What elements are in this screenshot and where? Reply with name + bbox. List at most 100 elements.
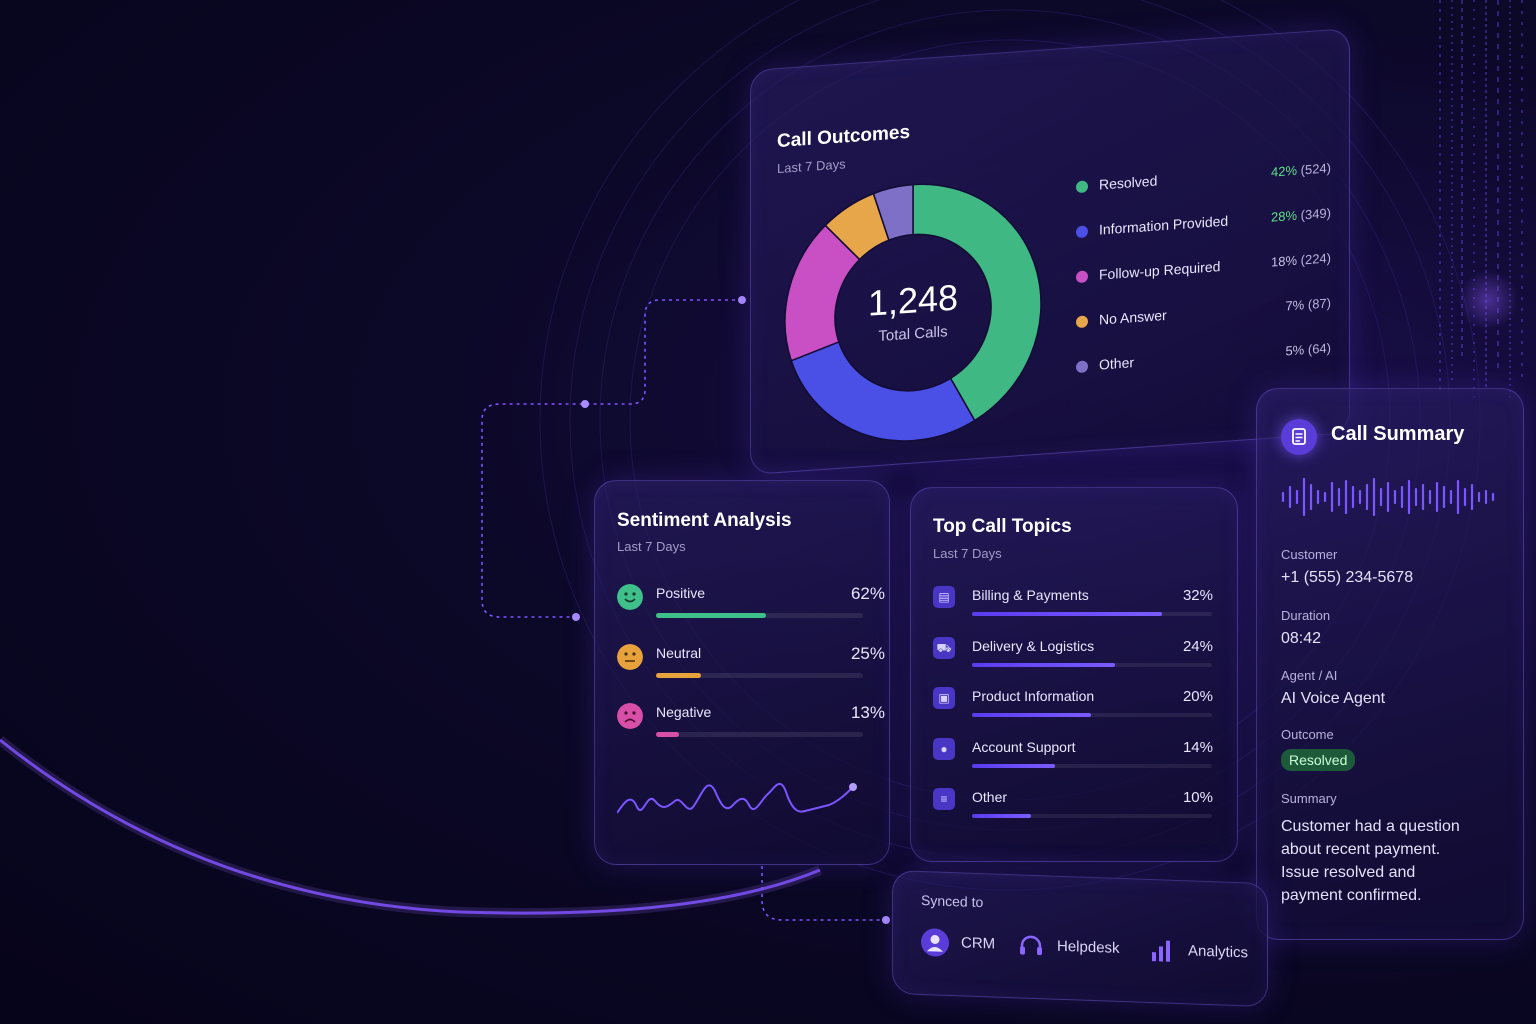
sentiment-row-negative: Negative 13% (617, 703, 885, 743)
sentiment-label: Neutral (656, 645, 702, 661)
customer-value: +1 (555) 234-5678 (1281, 569, 1414, 586)
duration-value: 08:42 (1281, 630, 1322, 647)
legend-count: (524) (1300, 160, 1331, 178)
sentiment-bar-track (656, 673, 863, 678)
topics-subtitle: Last 7 Days (933, 546, 1002, 561)
legend-pct: 5% (1285, 342, 1305, 359)
legend-dot (1076, 360, 1088, 374)
call-summary-card: Call Summary Customer +1 (555) 234-5678 … (1256, 388, 1524, 940)
legend-label: Information Provided (1099, 212, 1229, 238)
synced-to-card: Synced to CRM Helpdesk Analytics (892, 870, 1268, 1008)
topic-row-account: ● Account Support 14% (933, 738, 1213, 778)
document-icon (1281, 419, 1317, 455)
legend-dot (1076, 315, 1088, 329)
topic-bar-fill (972, 663, 1115, 667)
topic-label: Delivery & Logistics (972, 638, 1095, 654)
legend-pct: 7% (1285, 297, 1305, 314)
topic-pct: 24% (1182, 638, 1213, 655)
sentiment-bar-fill (656, 732, 680, 737)
topic-row-billing: ▤ Billing & Payments 32% (933, 586, 1213, 626)
topic-row-other: ≡ Other 10% (933, 788, 1213, 828)
legend-pct: 42% (1270, 162, 1298, 180)
summary-label: Summary (1281, 791, 1337, 806)
topic-label: Other (972, 789, 1008, 805)
topics-title: Top Call Topics (933, 516, 1072, 537)
topic-pct: 10% (1182, 789, 1213, 806)
outcomes-donut-chart (784, 183, 1042, 442)
topic-bar-track (972, 814, 1212, 818)
legend-dot (1076, 270, 1088, 284)
neutral-face-icon (617, 644, 643, 670)
sentiment-title: Sentiment Analysis (617, 510, 792, 531)
legend-pct: 28% (1270, 207, 1298, 225)
legend-label: Follow-up Required (1099, 258, 1221, 283)
topic-label: Product Information (972, 688, 1095, 704)
topic-pct: 32% (1182, 587, 1213, 604)
topic-pct: 14% (1182, 739, 1213, 756)
customer-label: Customer (1281, 547, 1338, 562)
legend-count: (64) (1307, 340, 1331, 357)
happy-face-icon (617, 584, 643, 610)
topic-bar-track (972, 713, 1212, 717)
legend-label: Other (1099, 354, 1135, 373)
legend-item-no-answer: No Answer 7% (87) (1076, 294, 1331, 333)
topic-bar-track (972, 663, 1212, 667)
legend-dot (1076, 225, 1088, 239)
agent-value: AI Voice Agent (1281, 690, 1386, 707)
legend-pct: 18% (1270, 252, 1298, 270)
topic-label: Account Support (972, 739, 1076, 755)
legend-item-other: Other 5% (64) (1076, 339, 1331, 378)
topic-bar-fill (972, 713, 1091, 717)
topic-pct: 20% (1182, 688, 1213, 705)
legend-item-follow-up-required: Follow-up Required 18% (224) (1076, 249, 1331, 288)
topic-bar-track (972, 612, 1212, 616)
call-summary-title: Call Summary (1331, 423, 1465, 445)
billing-icon: ▤ (933, 586, 955, 608)
duration-label: Duration (1281, 608, 1331, 623)
summary-line: about recent payment. (1281, 841, 1441, 858)
call-outcomes-card: Call Outcomes Last 7 Days 1,248 Total Ca… (750, 28, 1350, 475)
topic-bar-track (972, 764, 1212, 768)
topic-bar-fill (972, 814, 1032, 818)
summary-line: Customer had a question (1281, 818, 1460, 835)
outcome-label: Outcome (1281, 727, 1334, 742)
topic-row-product: ▣ Product Information 20% (933, 687, 1213, 727)
truck-icon: ⛟ (933, 637, 955, 659)
sentiment-pct: 62% (850, 584, 885, 603)
legend-label: Resolved (1099, 172, 1158, 193)
sentiment-row-positive: Positive 62% (617, 584, 885, 624)
legend-dot (1076, 180, 1088, 194)
sentiment-bar-fill (656, 673, 701, 678)
donut-slice-other (872, 183, 914, 242)
user-icon: ● (933, 738, 955, 760)
top-call-topics-card: Top Call Topics Last 7 Days ▤ Billing & … (910, 487, 1238, 862)
sentiment-bar-fill (656, 613, 767, 618)
sync-label: Helpdesk (1057, 937, 1120, 957)
sentiment-label: Positive (656, 585, 706, 601)
legend-item-resolved: Resolved 42% (524) (1076, 159, 1331, 198)
product-icon: ▣ (933, 687, 955, 709)
outcome-status-badge: Resolved (1281, 749, 1356, 771)
topic-bar-fill (972, 764, 1056, 768)
sync-label: CRM (961, 934, 996, 953)
audio-waveform (1281, 477, 1495, 517)
topic-bar-fill (972, 612, 1162, 616)
bar-chart-icon (1152, 940, 1170, 962)
headset-icon (1020, 935, 1042, 956)
sync-label: Analytics (1188, 942, 1249, 962)
agent-label: Agent / AI (1281, 668, 1338, 683)
sentiment-bar-track (656, 613, 863, 618)
sad-face-icon (617, 703, 643, 729)
summary-line: payment confirmed. (1281, 887, 1422, 904)
legend-label: No Answer (1099, 306, 1167, 328)
sentiment-label: Negative (656, 704, 712, 720)
legend-count: (349) (1300, 205, 1331, 223)
donut-slice-information-provided (790, 340, 976, 442)
summary-line: Issue resolved and (1281, 864, 1416, 881)
user-circle-icon (921, 928, 949, 957)
legend-count: (224) (1300, 250, 1331, 268)
legend-item-information-provided: Information Provided 28% (349) (1076, 204, 1331, 243)
sentiment-pct: 13% (850, 703, 885, 722)
sentiment-sparkline (617, 782, 857, 814)
